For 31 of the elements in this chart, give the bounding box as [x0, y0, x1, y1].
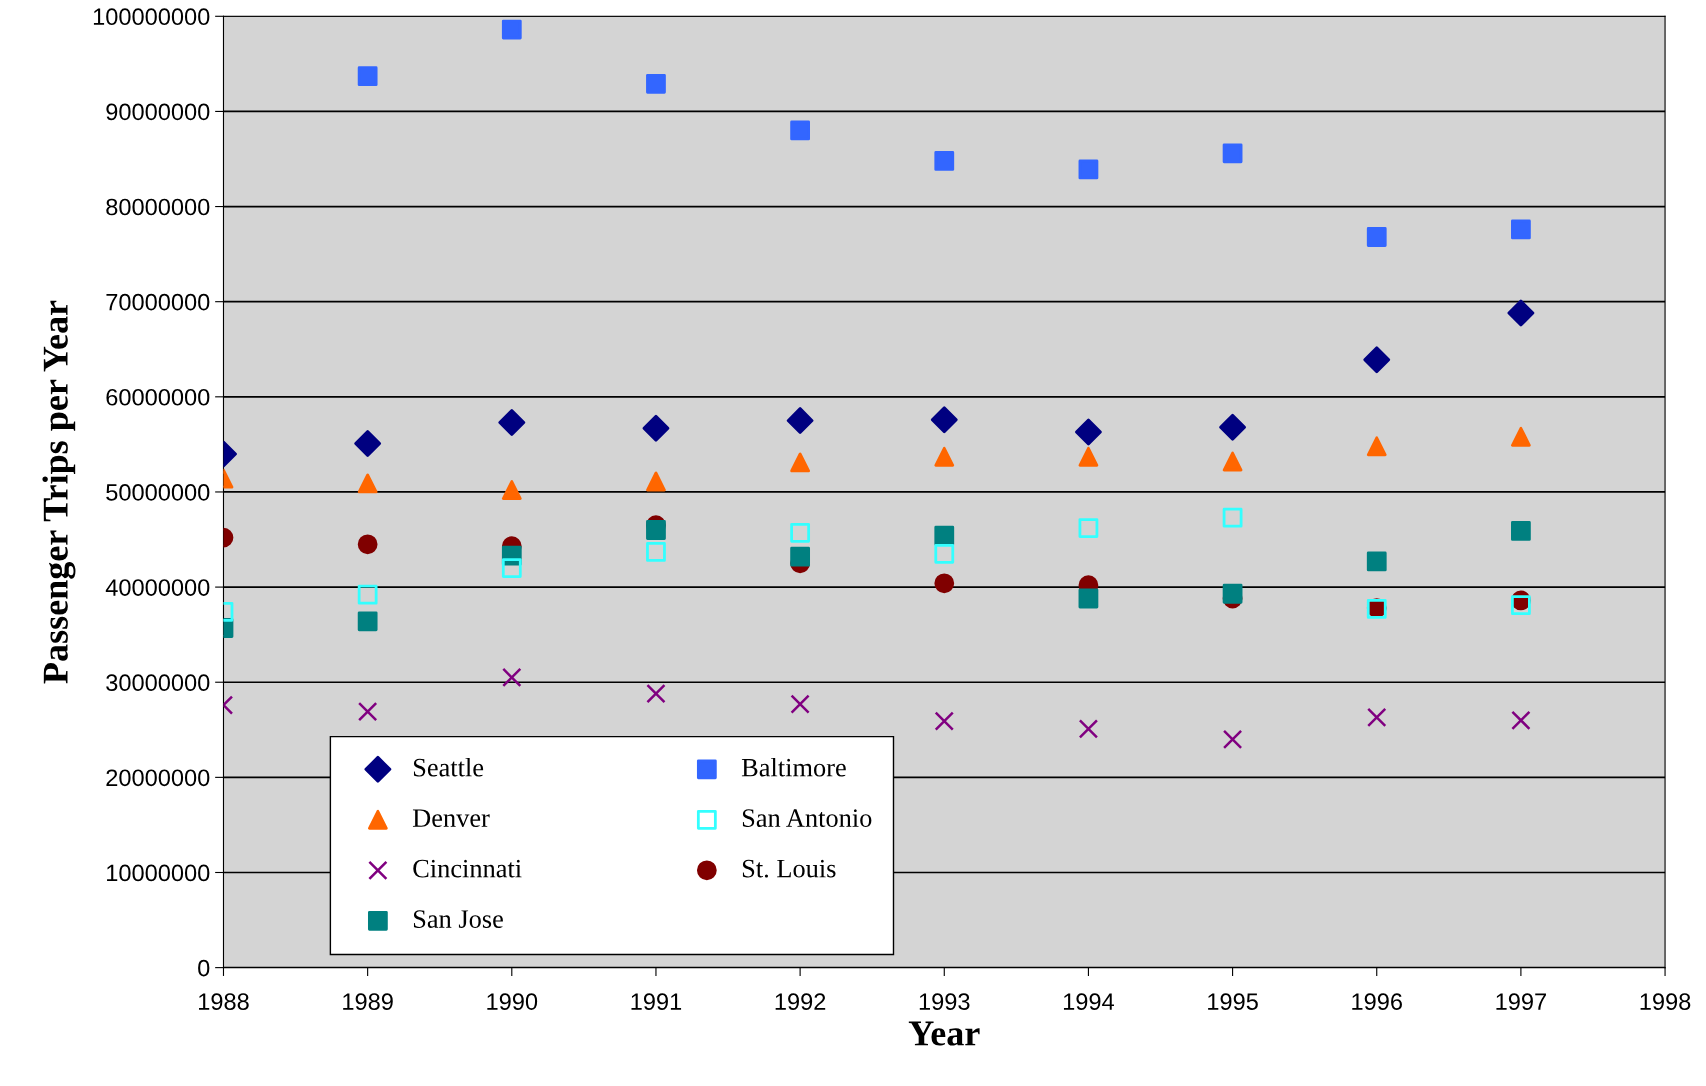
- y-tick-label: 10000000: [107, 864, 210, 882]
- x-tick-label: 1988: [199, 993, 249, 1010]
- y-tick-label: 50000000: [106, 484, 210, 501]
- legend-label: Baltimore: [741, 757, 846, 777]
- x-tick-label: 1993: [919, 993, 970, 1010]
- legend-label: San Jose: [413, 910, 503, 928]
- y-tick-label: 100000000: [93, 8, 210, 26]
- y-tick-label: 30000000: [106, 674, 210, 692]
- x-tick-label: 1996: [1352, 993, 1402, 1010]
- x-tick-label: 1991: [631, 993, 682, 1010]
- x-tick-label: 1998: [1640, 993, 1691, 1010]
- legend-label: St. Louis: [742, 859, 836, 878]
- y-axis-title: Passenger Trips per Year: [42, 300, 76, 684]
- legend-label: San Antonio: [742, 809, 872, 827]
- x-tick-label: 1992: [775, 993, 826, 1010]
- legend-label: Denver: [412, 809, 490, 827]
- y-tick-label: 60000000: [106, 388, 210, 406]
- y-tick-label: 90000000: [106, 103, 210, 121]
- x-axis-title: Year: [908, 1021, 980, 1046]
- y-tick-label: 70000000: [106, 293, 210, 311]
- x-tick-label: 1994: [1063, 993, 1114, 1010]
- x-tick-label: 1990: [487, 993, 538, 1010]
- y-tick-label: 40000000: [105, 579, 210, 596]
- legend-label: Seattle: [413, 757, 484, 777]
- y-tick-label: 20000000: [106, 769, 210, 787]
- y-tick-label: 0: [198, 959, 210, 977]
- x-tick-label: 1995: [1208, 993, 1258, 1010]
- x-tick-label: 1997: [1496, 993, 1546, 1010]
- y-tick-label: 80000000: [106, 198, 210, 216]
- legend-label: Cincinnati: [413, 859, 522, 878]
- x-tick-label: 1989: [343, 993, 393, 1010]
